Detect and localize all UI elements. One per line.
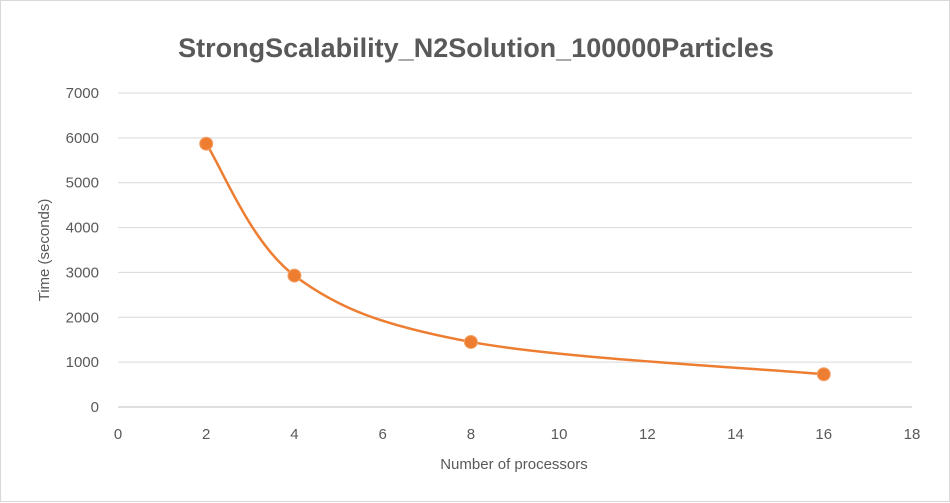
x-tick-label: 8	[467, 426, 475, 443]
data-point	[463, 334, 478, 349]
data-point	[816, 367, 831, 382]
chart-title: StrongScalability_N2Solution_100000Parti…	[178, 33, 774, 63]
y-tick-label: 2000	[66, 309, 99, 326]
y-tick-label: 3000	[66, 264, 99, 281]
x-tick-label: 0	[114, 426, 122, 443]
y-tick-label: 1000	[66, 354, 99, 371]
y-tick-label: 6000	[66, 130, 99, 147]
data-point	[199, 136, 214, 151]
series-line	[204, 142, 826, 376]
y-axis-label: Time (seconds)	[36, 199, 53, 302]
y-tick-label: 7000	[66, 85, 99, 102]
x-tick-label: 2	[202, 426, 210, 443]
x-tick-label: 4	[290, 426, 298, 443]
x-tick-labels: 0 2 4 6 8 10 12 14 16 18	[114, 426, 921, 443]
x-tick-label: 6	[378, 426, 386, 443]
y-tick-label: 5000	[66, 175, 99, 192]
x-axis-label: Number of processors	[440, 456, 588, 473]
series-group	[199, 136, 831, 382]
data-point	[287, 268, 302, 283]
x-tick-label: 18	[904, 426, 921, 443]
x-tick-label: 16	[815, 426, 832, 443]
x-tick-label: 14	[727, 426, 744, 443]
y-tick-labels: 0 1000 2000 3000 4000 5000 6000 7000	[66, 85, 99, 416]
x-tick-label: 12	[639, 426, 656, 443]
grid-lines	[118, 92, 912, 408]
y-tick-label: 0	[91, 399, 99, 416]
x-tick-label: 10	[551, 426, 568, 443]
y-tick-label: 4000	[66, 220, 99, 237]
